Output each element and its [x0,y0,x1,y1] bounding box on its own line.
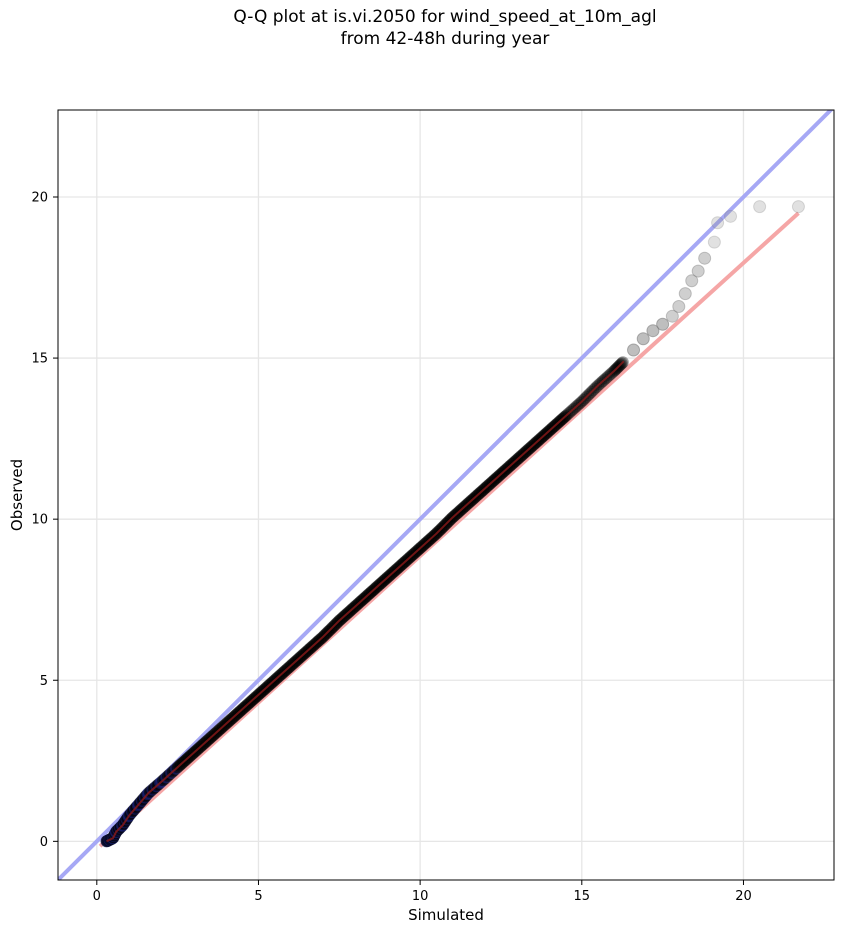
qq-outlier-point [636,332,650,346]
y-axis-label: Observed [8,459,26,531]
qq-outlier-point [678,287,692,301]
plot-area [58,110,834,880]
y-tick-label: 20 [31,190,48,205]
chart-title-line-2: from 42-48h during year [340,29,550,49]
qq-outlier-point [724,209,738,223]
qq-outlier-point [691,264,705,278]
chart-title-line-1: Q-Q plot at is.vi.2050 for wind_speed_at… [233,7,657,27]
x-tick-label: 5 [254,889,262,904]
qq-outlier-point [698,251,712,265]
x-tick-label: 0 [93,889,101,904]
qq-outlier-point [711,216,725,230]
y-tick-label: 0 [40,835,48,850]
x-tick-label: 10 [412,889,429,904]
qq-outlier-point [646,324,660,338]
qq-outlier-point [707,235,721,249]
qq-outlier-point [627,343,641,357]
ticks: 0 5 10 15 20 0 5 10 15 20 [31,190,751,904]
qq-outlier-point [656,317,670,331]
dense-overlay [106,360,625,843]
qq-outlier-point [791,200,805,214]
chart-title: Q-Q plot at is.vi.2050 for wind_speed_at… [0,6,843,50]
y-tick-label: 5 [40,674,48,689]
x-tick-label: 20 [735,889,752,904]
qq-outlier-point [753,200,767,214]
y-tick-label: 10 [31,513,48,528]
qq-outlier-point [665,309,679,323]
y-tick-label: 15 [31,352,48,367]
x-tick-label: 15 [574,889,591,904]
x-axis-label: Simulated [408,906,484,924]
plot-frame [57,109,835,881]
qq-outlier-point [672,300,686,314]
fit-line [98,211,800,848]
grid [58,110,834,880]
qq-outlier-point [685,274,699,288]
